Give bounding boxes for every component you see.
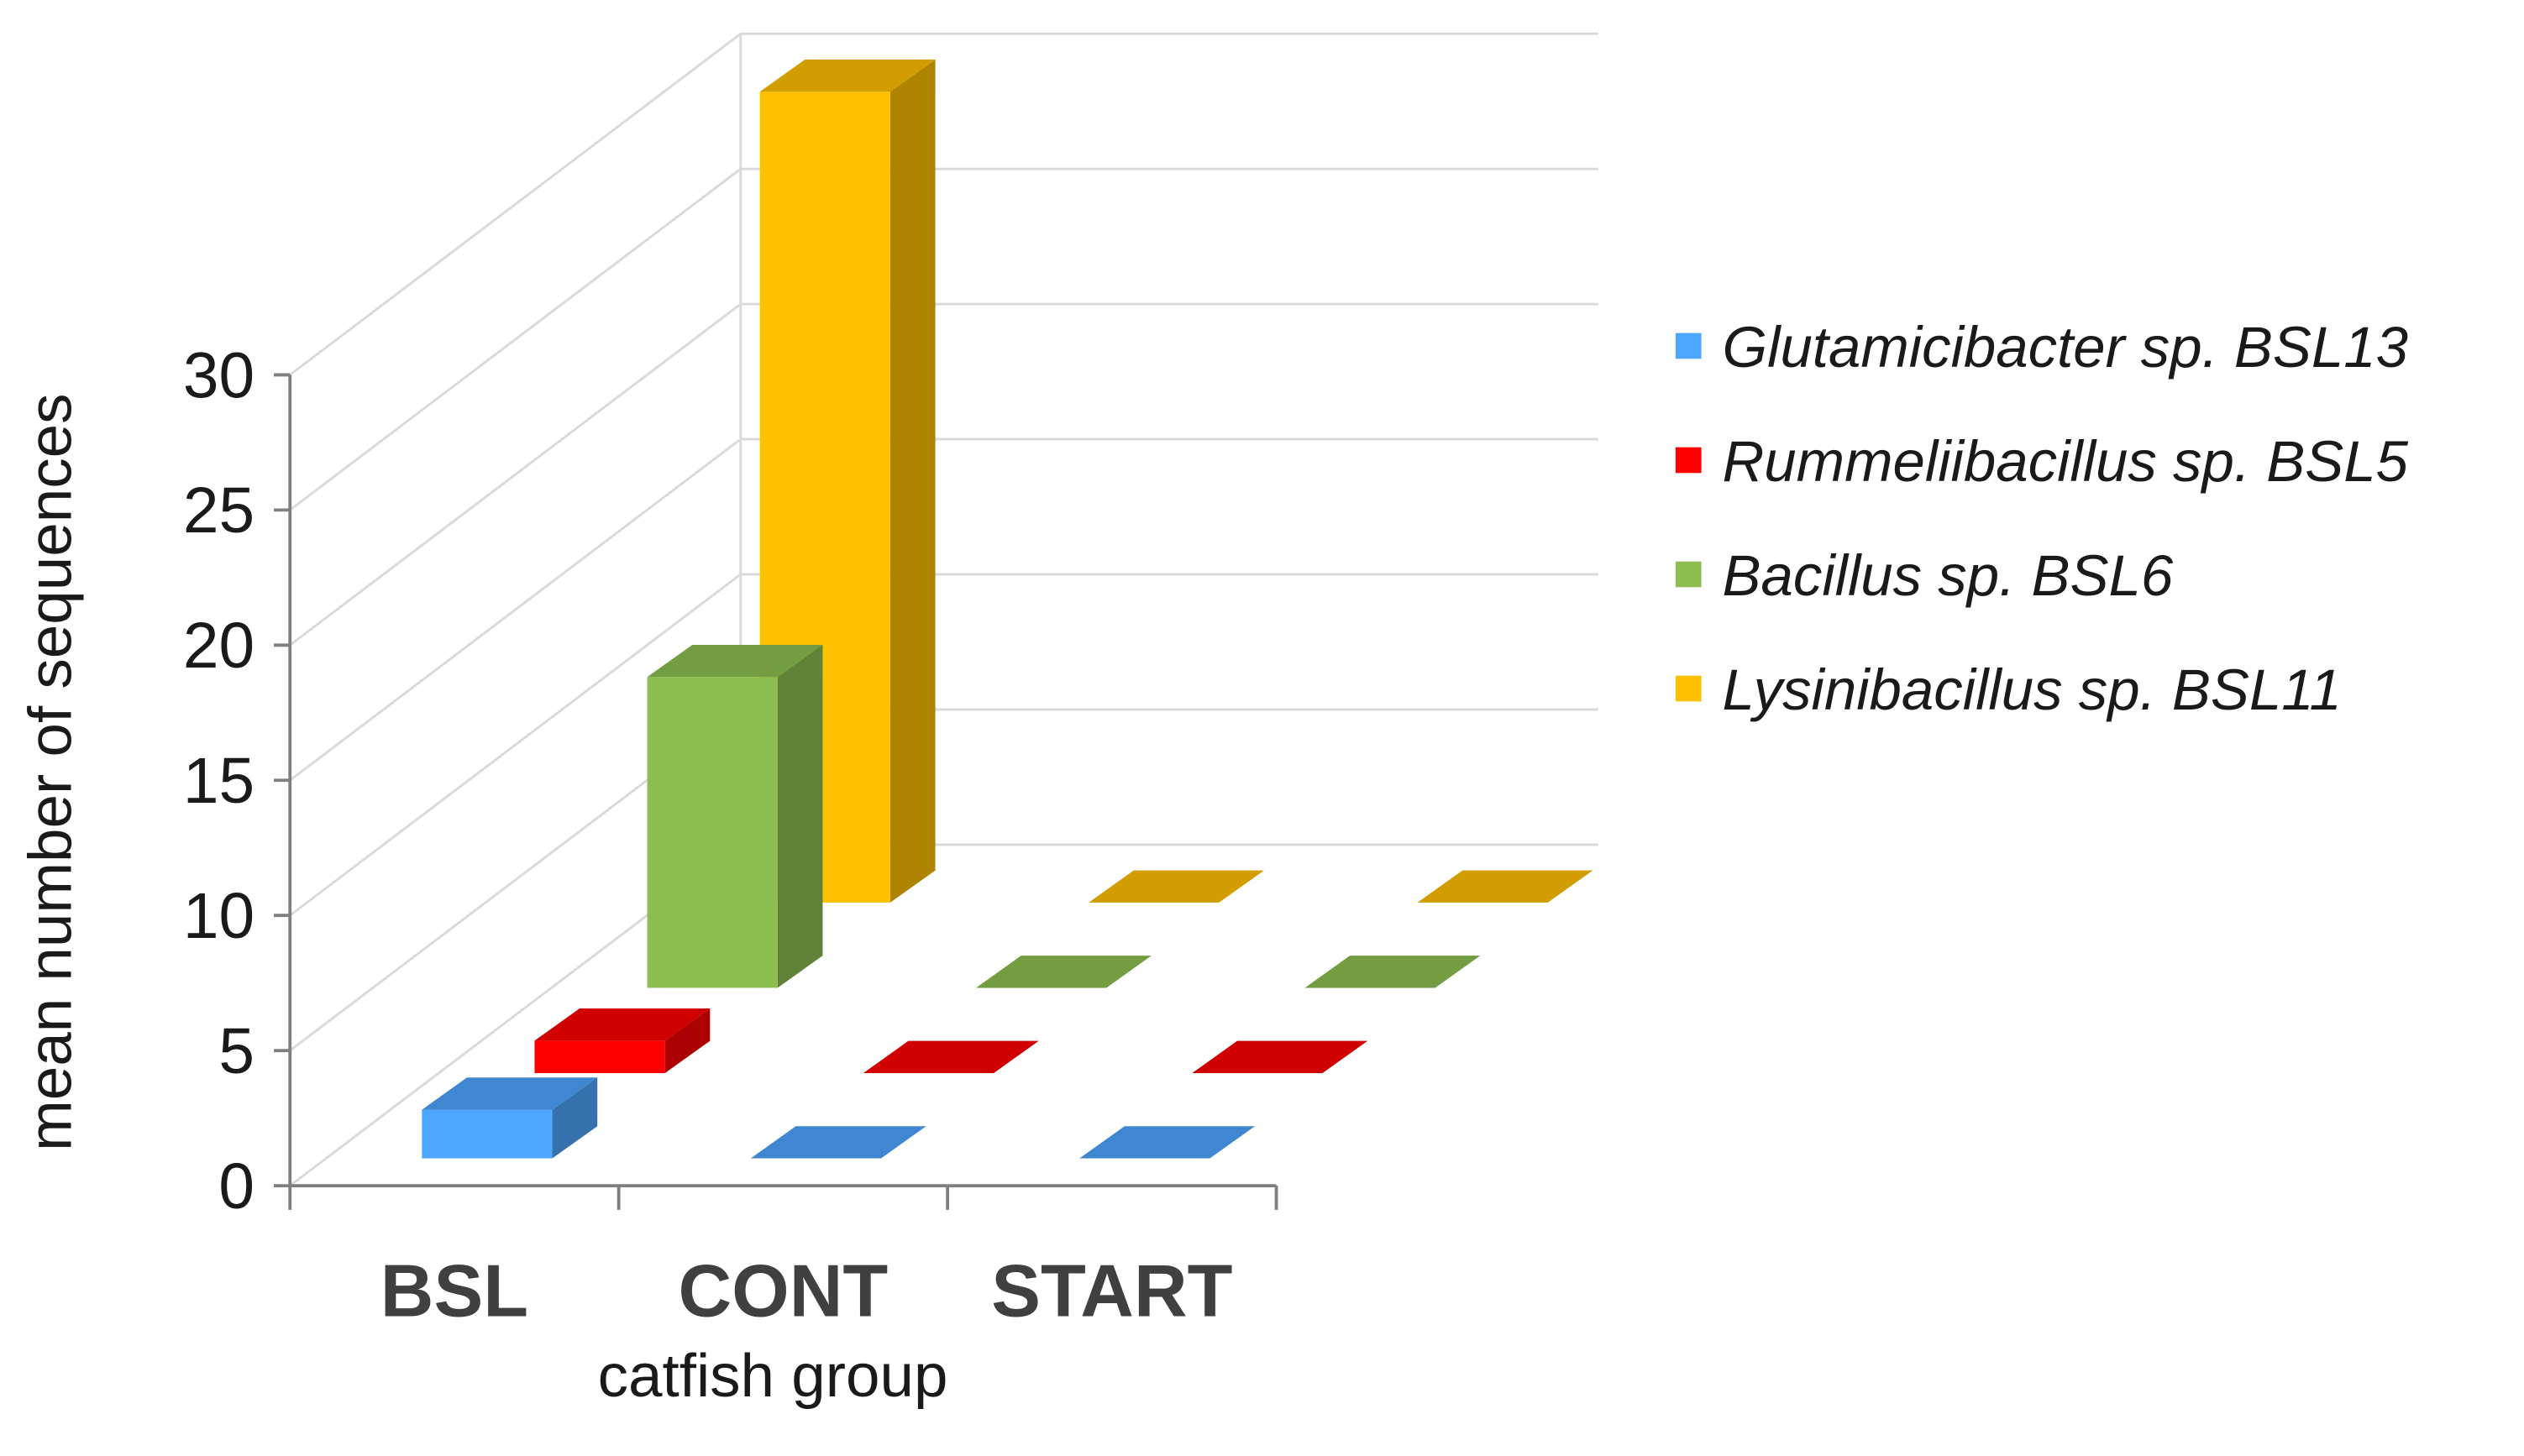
bar [534,1040,665,1073]
legend-label: Lysinibacillus sp. BSL11 [1722,657,2341,722]
legend-swatch [1675,447,1702,474]
y-tick-label: 15 [183,746,254,817]
grid-line [289,573,742,917]
legend-label: Rummeliibacillus sp. BSL5 [1722,429,2408,494]
grid-line [289,33,742,376]
bar-side [777,644,823,988]
bar-top [1304,956,1481,988]
x-tick-label: BSL [380,1249,528,1332]
y-tick-label: 20 [183,610,254,682]
bar-side [552,1077,598,1159]
legend-swatch [1675,333,1702,359]
y-tick-label: 30 [183,340,254,411]
grid-line [289,168,742,511]
bar [422,1109,553,1159]
bar-side [889,59,936,903]
legend-swatch [1675,561,1702,588]
bar-top [1089,870,1264,903]
bar-top [759,59,936,92]
bar-top [750,1126,926,1159]
y-tick-label: 0 [218,1151,254,1223]
bar-top [1417,870,1593,903]
bar-top [534,1008,711,1041]
x-axis-title: catfish group [598,1342,948,1410]
x-tick-label: START [991,1249,1232,1332]
legend-swatch [1675,675,1702,702]
y-tick-label: 5 [218,1016,254,1087]
bar-top [647,644,823,678]
bar [647,677,778,988]
bar-top [422,1077,598,1110]
bar-top [976,956,1152,988]
bar-top [1192,1040,1368,1073]
grid-line [289,302,742,647]
x-tick-label: CONT [679,1249,889,1332]
y-tick-label: 25 [183,475,254,547]
legend-label: Glutamicibacter sp. BSL13 [1722,315,2408,380]
y-axis-title: mean number of sequences [17,393,85,1150]
bar-top [863,1040,1039,1073]
y-tick-label: 10 [183,881,254,952]
legend-label: Bacillus sp. BSL6 [1722,543,2173,608]
grid-line [289,437,742,782]
bar-top [1079,1126,1256,1159]
bar-side [664,1008,711,1073]
